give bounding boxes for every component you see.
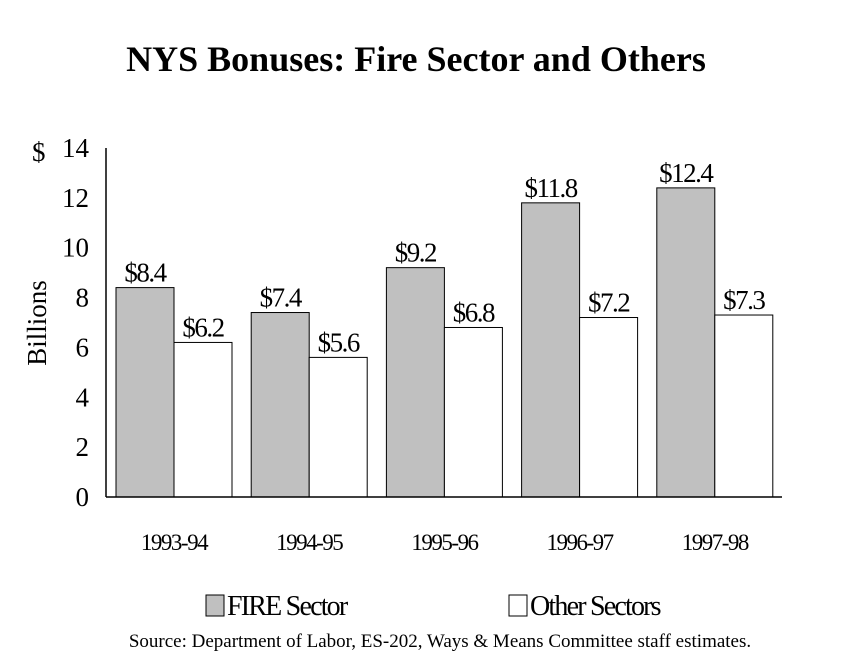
data-label: $11.8 xyxy=(524,173,577,203)
legend-swatch-fire xyxy=(205,594,225,617)
bar-other-sectors xyxy=(714,314,774,498)
y-tick-label: 8 xyxy=(76,283,90,313)
y-axis-unit-label: $ xyxy=(32,137,46,167)
data-label: $6.8 xyxy=(453,297,495,327)
y-tick-label: 0 xyxy=(76,482,90,512)
category-label: 1994-95 xyxy=(276,530,343,555)
bar-other-sectors xyxy=(443,326,503,498)
bar-other-sectors xyxy=(173,341,233,498)
category-label: 1995-96 xyxy=(411,530,478,555)
y-tick-label: 14 xyxy=(62,133,90,163)
y-tick-label: 6 xyxy=(76,332,90,362)
y-axis-title: Billions xyxy=(22,280,52,366)
chart-title: NYS Bonuses: Fire Sector and Others xyxy=(126,39,706,79)
data-label: $9.2 xyxy=(395,238,437,268)
category-label: 1993-94 xyxy=(141,530,209,555)
legend-swatch-other xyxy=(508,594,528,617)
bars xyxy=(115,187,774,498)
bar-fire-sector xyxy=(385,267,445,498)
y-tick-label: 12 xyxy=(62,183,89,213)
bar-fire-sector xyxy=(250,312,310,498)
data-labels: $8.4 $6.2 $7.4 $5.6 $9.2 $6.8 $11.8 $7.2 $12.4 $7… xyxy=(124,158,767,358)
bar-fire-sector xyxy=(115,287,175,498)
data-label: $12.4 xyxy=(659,158,714,188)
data-label: $8.4 xyxy=(124,258,167,288)
y-tick-label: 2 xyxy=(76,432,90,462)
y-tick-label: 4 xyxy=(76,382,90,412)
legend-label-fire: FIRE Sector xyxy=(227,591,349,622)
data-label: $7.3 xyxy=(723,285,765,315)
category-label: 1996-97 xyxy=(547,530,614,555)
y-tick-label: 10 xyxy=(62,233,89,263)
source-note: Source: Department of Labor, ES-202, Way… xyxy=(129,631,751,652)
data-label: $7.4 xyxy=(260,283,303,313)
bar-other-sectors xyxy=(579,317,639,498)
bar-fire-sector xyxy=(656,187,716,498)
bar-fire-sector xyxy=(521,202,581,498)
category-labels: 1993-94 1994-95 1995-96 1996-97 1997-98 xyxy=(141,530,750,555)
legend-label-other: Other Sectors xyxy=(530,591,661,622)
data-label: $5.6 xyxy=(318,327,360,357)
data-label: $6.2 xyxy=(182,312,224,342)
data-label: $7.2 xyxy=(588,288,630,318)
legend: FIRE Sector Other Sectors xyxy=(205,591,662,622)
bar-other-sectors xyxy=(308,356,368,498)
y-axis-ticks: 0 2 4 6 8 10 12 14 xyxy=(62,133,90,512)
category-label: 1997-98 xyxy=(682,530,749,555)
